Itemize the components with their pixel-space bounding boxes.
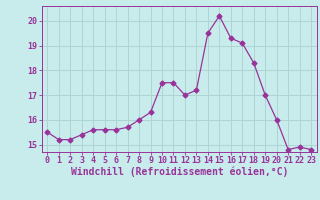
X-axis label: Windchill (Refroidissement éolien,°C): Windchill (Refroidissement éolien,°C) <box>70 167 288 177</box>
